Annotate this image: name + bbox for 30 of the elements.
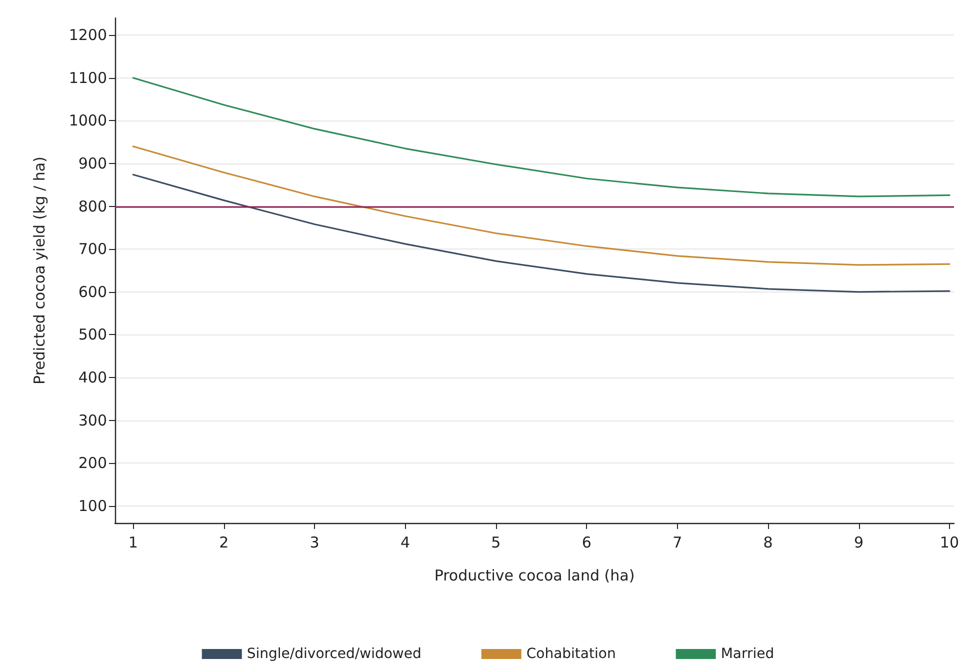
x-axis-title: Productive cocoa land (ha) — [434, 566, 635, 584]
y-tick-label: 300 — [78, 411, 107, 430]
y-tick-label: 800 — [78, 197, 107, 216]
line-series — [132, 77, 950, 198]
x-tick-label: 9 — [854, 534, 864, 552]
y-tick-label: 1000 — [68, 112, 107, 130]
x-tick-label: 6 — [582, 534, 592, 552]
y-tick-label: 1200 — [68, 26, 107, 44]
y-tick-label: 1100 — [68, 68, 107, 87]
y-axis-title: Predicted cocoa yield (kg / ha) — [30, 156, 48, 384]
x-tick-label: 2 — [219, 534, 229, 552]
y-tick-label: 600 — [78, 282, 107, 301]
line-series — [132, 174, 950, 293]
x-tick-label: 1 — [128, 534, 138, 552]
legend-label: Cohabitation — [526, 646, 616, 662]
x-tick-label: 5 — [491, 534, 501, 552]
x-tick-label: 4 — [400, 534, 410, 552]
y-tick-label: 900 — [78, 154, 107, 173]
x-tick-label: 10 — [940, 534, 960, 552]
line-series — [132, 146, 950, 266]
legend-label: Single/divorced/widowed — [246, 646, 422, 662]
legend-label: Married — [720, 646, 774, 662]
x-tick-label: 8 — [763, 534, 773, 552]
x-tick-label: 3 — [310, 534, 320, 552]
y-tick-label: 700 — [78, 240, 107, 258]
y-tick-label: 500 — [78, 326, 107, 344]
y-tick-label: 400 — [78, 368, 107, 386]
y-tick-label: 200 — [78, 454, 107, 472]
x-tick-label: 7 — [672, 534, 682, 552]
y-tick-label: 100 — [78, 496, 107, 515]
